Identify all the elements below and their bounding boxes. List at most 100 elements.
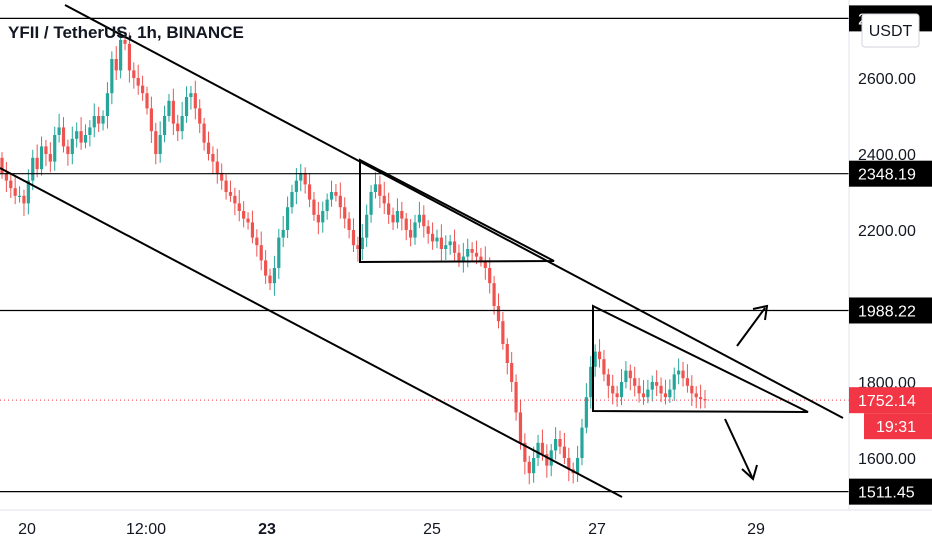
candle-body — [518, 412, 523, 443]
candle-body — [176, 123, 180, 132]
candle-body — [264, 260, 268, 276]
candle-body — [136, 78, 140, 86]
candle-body — [633, 378, 637, 386]
candle-body — [145, 93, 149, 109]
price-level-tag — [849, 297, 932, 324]
candle-body — [479, 256, 483, 261]
drawings-layer — [0, 4, 844, 498]
candle-body — [356, 245, 360, 249]
candle-body — [602, 359, 606, 375]
candle-body — [540, 442, 545, 455]
candle-body — [167, 100, 171, 116]
candle-body — [387, 203, 391, 215]
candle-body — [13, 188, 17, 196]
candle-body — [624, 370, 628, 382]
currency-button[interactable]: USDT — [861, 13, 920, 48]
candle-body — [343, 207, 347, 219]
candle-body — [510, 363, 514, 382]
candle-body — [501, 321, 505, 344]
candle-body — [268, 275, 272, 284]
candle-body — [9, 180, 13, 189]
price-levels-layer — [0, 17, 849, 493]
candle-body — [589, 366, 593, 398]
countdown-tag-text: 19:31 — [876, 419, 916, 436]
candle-body — [97, 116, 101, 124]
candles-layer — [0, 30, 707, 485]
chart-title: YFII / TetherUS, 1h, BINANCE — [8, 23, 244, 42]
candle-body — [83, 135, 88, 143]
candle-body — [391, 214, 395, 223]
time-axis: 20 12:00 23 25 27 29 — [18, 521, 765, 538]
x-tick-label: 12:00 — [126, 521, 166, 538]
candle-body — [312, 199, 316, 215]
candle-body — [663, 393, 668, 398]
x-tick-label: 29 — [747, 521, 765, 538]
x-tick-label: 25 — [423, 521, 441, 538]
candle-body — [338, 195, 342, 208]
candle-body — [597, 351, 602, 360]
candle-body — [549, 450, 553, 466]
candle-body — [114, 59, 118, 71]
current-price-tag — [849, 387, 932, 414]
candle-body — [211, 154, 215, 162]
candle-body — [699, 397, 703, 400]
candle-body — [400, 211, 404, 219]
candle-body — [26, 180, 30, 204]
candle-body — [281, 230, 285, 238]
candle-body — [562, 446, 566, 458]
candle-body — [290, 192, 294, 208]
currency-label[interactable]: USDT — [869, 23, 913, 40]
candle-body — [53, 135, 57, 162]
channel-lower-line — [0, 167, 623, 498]
y-tick-label: 2200.00 — [858, 223, 916, 240]
candle-body — [0, 157, 4, 173]
candle-body — [474, 252, 479, 257]
candle-body — [611, 385, 615, 394]
candle-body — [35, 157, 39, 170]
candle-body — [259, 245, 263, 261]
candle-body — [470, 249, 474, 253]
candle-body — [4, 173, 8, 181]
candle-body — [303, 173, 307, 185]
candle-body — [514, 382, 518, 413]
candle-body — [294, 180, 298, 192]
candle-body — [299, 173, 303, 181]
candle-body — [641, 393, 646, 398]
candle-body — [650, 382, 654, 390]
candle-body — [334, 192, 338, 196]
candle-body — [206, 142, 211, 154]
candle-body — [461, 256, 465, 261]
currency-button-frame[interactable] — [861, 13, 920, 48]
candle-body — [48, 154, 52, 162]
candle-body — [228, 192, 233, 196]
candle-body — [690, 385, 694, 394]
candle-body — [382, 195, 386, 204]
candle-body — [448, 241, 452, 246]
arrow-down-shaft — [724, 418, 753, 478]
candle-body — [224, 180, 228, 192]
candle-body — [92, 116, 96, 128]
candle-body — [79, 131, 83, 143]
candle-body — [677, 370, 681, 375]
candle-body — [149, 108, 153, 132]
candle-body — [369, 192, 373, 215]
candle-body — [246, 218, 250, 223]
candle-body — [457, 252, 461, 261]
candle-body — [646, 389, 650, 398]
candle-body — [272, 268, 277, 284]
price-level-tag-text: 2348.19 — [858, 167, 916, 184]
candle-body — [285, 207, 290, 230]
candle-body — [681, 370, 685, 379]
candle-body — [685, 378, 690, 386]
candle-body — [637, 385, 641, 394]
price-level-tag-text: 1511.45 — [858, 485, 915, 502]
channel-upper-line — [64, 4, 844, 419]
candle-body — [329, 192, 334, 200]
price-level-tag — [849, 160, 932, 187]
candle-body — [668, 389, 672, 398]
x-tick-label: 23 — [258, 521, 276, 538]
candle-body — [365, 214, 369, 238]
candle-body — [466, 249, 470, 257]
y-tick-label: 2400.00 — [858, 147, 916, 164]
